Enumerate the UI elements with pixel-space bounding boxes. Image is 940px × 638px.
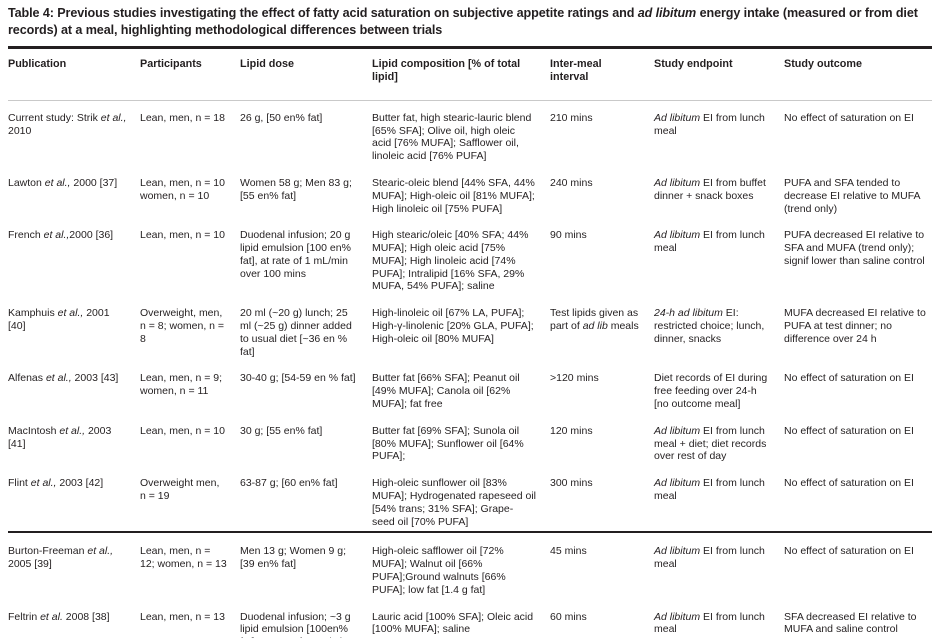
table-body: Current study: Strik et al., 2010 Lean, … [8,100,932,638]
cell-participants: Lean, men, n = 10 women, n = 10 [140,176,225,202]
cell-endpoint: Ad libitum EI from lunch meal [654,229,765,255]
cell-lipid-dose: 20 ml (~20 g) lunch; 25 ml (~25 g) dinne… [240,307,352,358]
header-row: Publication Participants Lipid dose Lipi… [8,48,932,101]
table-row: Lawton et al., 2000 [37] Lean, men, n = … [8,166,932,218]
column-header-lipid-composition: Lipid composition [% of total lipid] [372,48,550,101]
cell-interval: 60 mins [550,610,587,623]
cell-lipid-dose: 30-40 g; [54-59 en % fat] [240,372,356,385]
cell-lipid-composition: Butter fat, high stearic-lauric blend [6… [372,111,532,163]
title-rule [8,45,932,49]
cell-outcome: No effect of saturation on EI [784,424,914,437]
cell-publication: French et al.,2000 [36] [8,229,114,242]
cell-interval: 210 mins [550,111,593,124]
cell-endpoint: Ad libitum EI from lunch meal + diet; di… [654,424,767,463]
cell-publication: Alfenas et al., 2003 [43] [8,372,119,385]
table-row: Flint et al., 2003 [42] Overweight men, … [8,466,932,532]
cell-participants: Lean, men, n = 18 [140,111,225,124]
cell-outcome: No effect of saturation on EI [784,111,914,124]
cell-participants: Lean, men, n = 9; women, n = 11 [140,372,223,398]
cell-lipid-composition: High-linoleic oil [67% LA, PUFA]; High-γ… [372,307,534,345]
cell-publication: Current study: Strik et al., 2010 [8,111,127,137]
cell-interval: 90 mins [550,229,587,242]
cell-lipid-dose: 26 g, [50 en% fat] [240,111,323,124]
column-header-lipid-dose: Lipid dose [240,48,372,101]
cell-interval: 120 mins [550,424,593,437]
cell-lipid-composition: Lauric acid [100% SFA]; Oleic acid [100%… [372,610,534,636]
cell-endpoint: Ad libitum EI from lunch meal [654,531,784,600]
column-header-inter-meal-interval: Inter-meal interval [550,48,654,101]
cell-endpoint: Ad libitum EI from buffet dinner + snack… [654,176,766,202]
table-row: Kamphuis et al., 2001 [40] Overweight, m… [8,296,932,361]
cell-endpoint: Ad libitum EI from lunch meal [654,111,765,137]
cell-lipid-composition: High-oleic sunflower oil [83% MUFA]; Hyd… [372,477,537,528]
cell-lipid-dose: Women 58 g; Men 83 g; [55 en% fat] [240,176,352,202]
cell-participants: Lean, men, n = 10 [140,229,225,242]
cell-outcome: No effect of saturation on EI [784,372,914,385]
cell-participants: Lean, men, n = 13 [140,610,225,623]
cell-participants: Lean, men, n = 12; women, n = 13 [140,531,240,600]
cell-participants: Overweight, men, n = 8; women, n = 8 [140,307,225,345]
cell-endpoint: Diet records of EI during free feeding o… [654,372,768,411]
cell-interval: 240 mins [550,176,593,189]
cell-interval: 45 mins [550,531,654,600]
cell-endpoint: 24-h ad libitum EI: restricted choice; l… [654,307,765,345]
cell-interval: Test lipids given as part of ad lib meal… [550,307,639,333]
cell-lipid-composition: Butter fat [69% SFA]; Sunola oil [80% MU… [372,424,524,463]
cell-lipid-composition: Butter fat [66% SFA]; Peanut oil [49% MU… [372,372,520,411]
cell-interval: 300 mins [550,477,593,490]
column-header-participants: Participants [140,48,240,101]
cell-lipid-composition: High stearic/oleic [40% SFA; 44% MUFA]; … [372,229,529,293]
table-row: Alfenas et al., 2003 [43] Lean, men, n =… [8,361,932,413]
table-row: Feltrin et al. 2008 [38] Lean, men, n = … [8,600,932,638]
cell-outcome: PUFA and SFA tended to decrease EI relat… [784,176,920,215]
cell-publication: MacIntosh et al., 2003 [41] [8,424,112,450]
cell-participants: Lean, men, n = 10 [140,424,225,437]
cell-lipid-composition: Stearic-oleic blend [44% SFA, 44% MUFA];… [372,176,535,215]
cell-lipid-dose: Men 13 g; Women 9 g; [39 en% fat] [240,531,372,600]
cell-publication: Burton-Freeman et al., 2005 [39] [8,531,140,600]
table-row: French et al.,2000 [36] Lean, men, n = 1… [8,218,932,296]
table-title: Table 4: Previous studies investigating … [8,6,918,38]
cell-outcome: MUFA decreased EI relative to PUFA at te… [784,307,926,345]
cell-outcome: No effect of saturation on EI [784,531,932,600]
cell-lipid-composition: High-oleic safflower oil [72% MUFA]; Wal… [372,531,550,600]
cell-lipid-dose: Duodenal infusion; 20 g lipid emulsion [… [240,229,351,280]
cell-lipid-dose: Duodenal infusion; ~3 g lipid emulsion [… [240,610,351,638]
cell-publication: Feltrin et al. 2008 [38] [8,610,110,623]
cell-interval: >120 mins [550,372,599,385]
table-row: Burton-Freeman et al., 2005 [39] Lean, m… [8,531,932,600]
cell-outcome: PUFA decreased EI relative to SFA and MU… [784,229,925,267]
cell-outcome: No effect of saturation on EI [784,477,914,490]
cell-publication: Lawton et al., 2000 [37] [8,176,118,189]
column-header-publication: Publication [8,48,140,101]
table-row: Current study: Strik et al., 2010 Lean, … [8,100,932,166]
table-header: Publication Participants Lipid dose Lipi… [8,48,932,101]
column-header-study-outcome: Study outcome [784,48,932,101]
cell-publication: Kamphuis et al., 2001 [40] [8,307,110,333]
cell-outcome: SFA decreased EI relative to MUFA and sa… [784,610,917,636]
cell-endpoint: Ad libitum EI from lunch meal [654,477,765,503]
cell-participants: Overweight men, n = 19 [140,477,220,503]
cell-endpoint: Ad libitum EI from lunch meal [654,610,765,636]
cell-lipid-dose: 63-87 g; [60 en% fat] [240,477,338,490]
studies-table: Publication Participants Lipid dose Lipi… [8,48,932,638]
cell-lipid-dose: 30 g; [55 en% fat] [240,424,323,437]
column-header-study-endpoint: Study endpoint [654,48,784,101]
cell-publication: Flint et al., 2003 [42] [8,477,104,490]
table-row: MacIntosh et al., 2003 [41] Lean, men, n… [8,414,932,466]
